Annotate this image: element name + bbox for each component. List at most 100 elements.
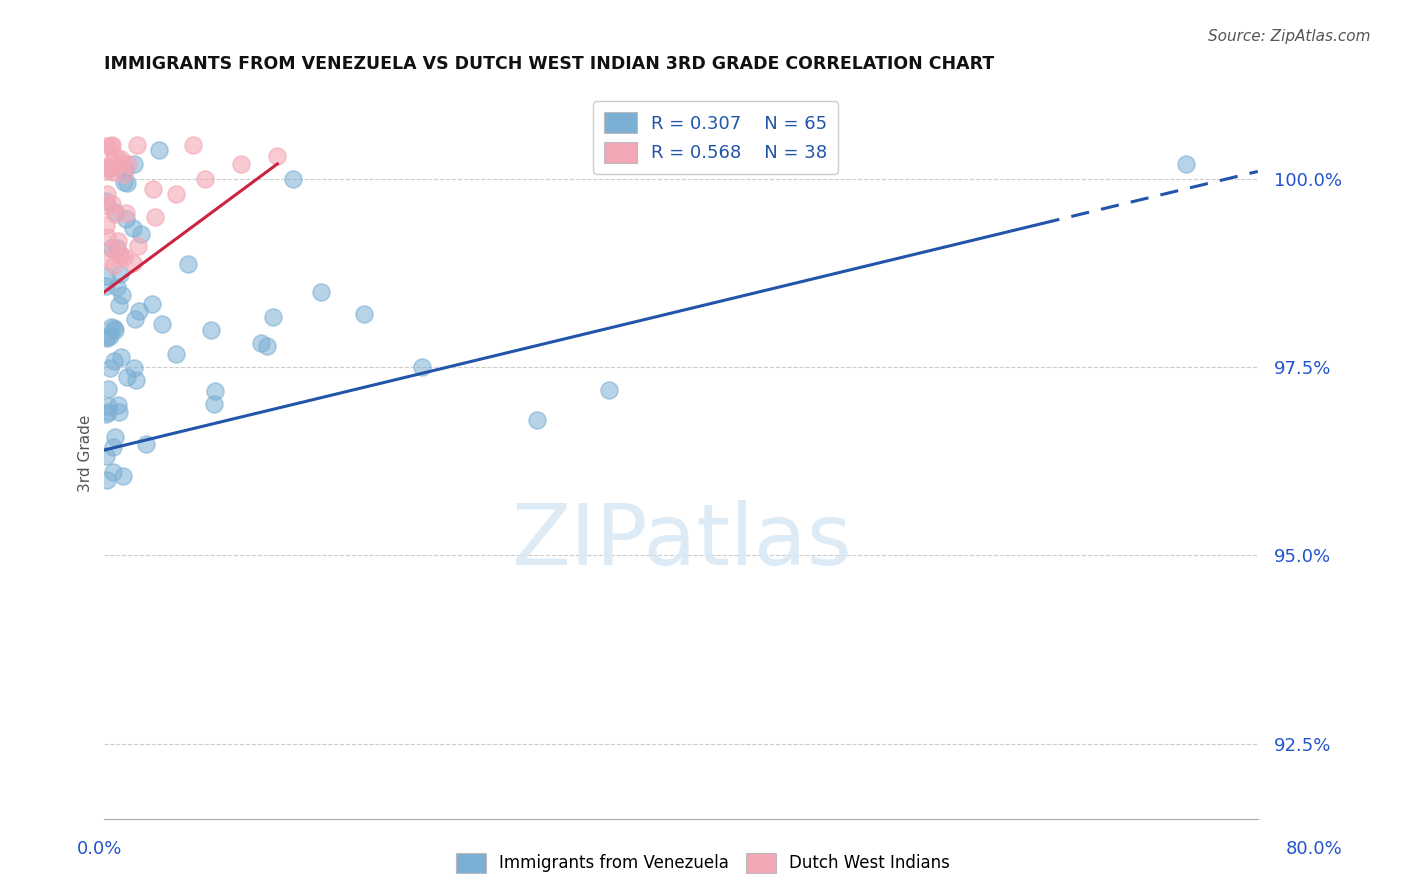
- Point: [100, 320, 122, 334]
- Point: [108, 246, 131, 260]
- Point: [129, 227, 152, 241]
- Point: [94, 194, 117, 208]
- Point: [115, 370, 138, 384]
- Point: [108, 249, 131, 263]
- Point: [105, 241, 128, 255]
- Point: [353, 308, 375, 322]
- Point: [100, 138, 122, 153]
- Point: [281, 172, 304, 186]
- Point: [94, 219, 117, 233]
- Point: [110, 350, 132, 364]
- Point: [115, 211, 138, 226]
- Point: [124, 311, 146, 326]
- Point: [598, 383, 620, 397]
- Point: [101, 241, 124, 255]
- Point: [125, 373, 148, 387]
- Point: [96, 331, 118, 345]
- Point: [97, 161, 120, 175]
- Point: [112, 175, 135, 189]
- Point: [100, 241, 122, 255]
- Point: [115, 206, 138, 220]
- Point: [108, 405, 131, 419]
- Point: [96, 199, 118, 213]
- Point: [177, 257, 200, 271]
- Point: [94, 268, 117, 283]
- Point: [108, 267, 131, 281]
- Point: [107, 235, 129, 249]
- Y-axis label: 3rd Grade: 3rd Grade: [79, 415, 93, 492]
- Point: [526, 413, 548, 427]
- Point: [122, 256, 145, 270]
- Point: [309, 285, 332, 299]
- Point: [111, 287, 134, 301]
- Point: [103, 258, 125, 272]
- Point: [150, 318, 173, 332]
- Point: [200, 323, 222, 337]
- Point: [165, 347, 187, 361]
- Point: [97, 399, 120, 413]
- Point: [204, 384, 226, 398]
- Point: [94, 407, 117, 421]
- Point: [104, 204, 127, 219]
- Point: [104, 430, 127, 444]
- Point: [103, 165, 125, 179]
- Point: [107, 280, 129, 294]
- Point: [127, 138, 149, 153]
- Point: [103, 354, 125, 368]
- Point: [266, 149, 288, 163]
- Point: [96, 138, 118, 153]
- Point: [135, 437, 157, 451]
- Point: [104, 149, 127, 163]
- Point: [94, 278, 117, 293]
- Point: [142, 182, 165, 196]
- Point: [96, 473, 118, 487]
- Point: [98, 361, 121, 376]
- Point: [256, 339, 278, 353]
- Point: [411, 360, 433, 375]
- Point: [110, 152, 132, 166]
- Point: [598, 134, 620, 148]
- Point: [97, 405, 120, 419]
- Point: [148, 143, 170, 157]
- Point: [94, 449, 117, 463]
- Point: [122, 361, 145, 376]
- Point: [111, 469, 134, 483]
- Text: 80.0%: 80.0%: [1286, 840, 1343, 858]
- Point: [108, 298, 131, 312]
- Point: [128, 304, 150, 318]
- Point: [141, 297, 163, 311]
- Point: [122, 157, 145, 171]
- Point: [202, 397, 225, 411]
- Text: 0.0%: 0.0%: [77, 840, 122, 858]
- Text: IMMIGRANTS FROM VENEZUELA VS DUTCH WEST INDIAN 3RD GRADE CORRELATION CHART: IMMIGRANTS FROM VENEZUELA VS DUTCH WEST …: [104, 55, 994, 73]
- Point: [107, 161, 129, 176]
- Point: [97, 161, 120, 176]
- Point: [114, 162, 136, 177]
- Legend: Immigrants from Venezuela, Dutch West Indians: Immigrants from Venezuela, Dutch West In…: [450, 847, 956, 880]
- Point: [96, 230, 118, 244]
- Legend: R = 0.307    N = 65, R = 0.568    N = 38: R = 0.307 N = 65, R = 0.568 N = 38: [593, 102, 838, 174]
- Point: [107, 399, 129, 413]
- Point: [112, 250, 135, 264]
- Point: [231, 157, 253, 171]
- Point: [101, 196, 124, 211]
- Point: [101, 138, 124, 153]
- Point: [97, 252, 120, 267]
- Point: [97, 382, 120, 396]
- Point: [94, 163, 117, 178]
- Point: [1174, 157, 1197, 171]
- Point: [104, 206, 127, 220]
- Point: [110, 156, 132, 170]
- Point: [103, 440, 125, 454]
- Text: Source: ZipAtlas.com: Source: ZipAtlas.com: [1208, 29, 1371, 44]
- Point: [249, 336, 271, 351]
- Point: [97, 160, 120, 174]
- Point: [112, 167, 135, 181]
- Point: [143, 210, 166, 224]
- Point: [194, 172, 217, 186]
- Point: [166, 186, 188, 201]
- Point: [127, 238, 149, 252]
- Point: [262, 310, 284, 325]
- Point: [117, 157, 139, 171]
- Point: [94, 330, 117, 344]
